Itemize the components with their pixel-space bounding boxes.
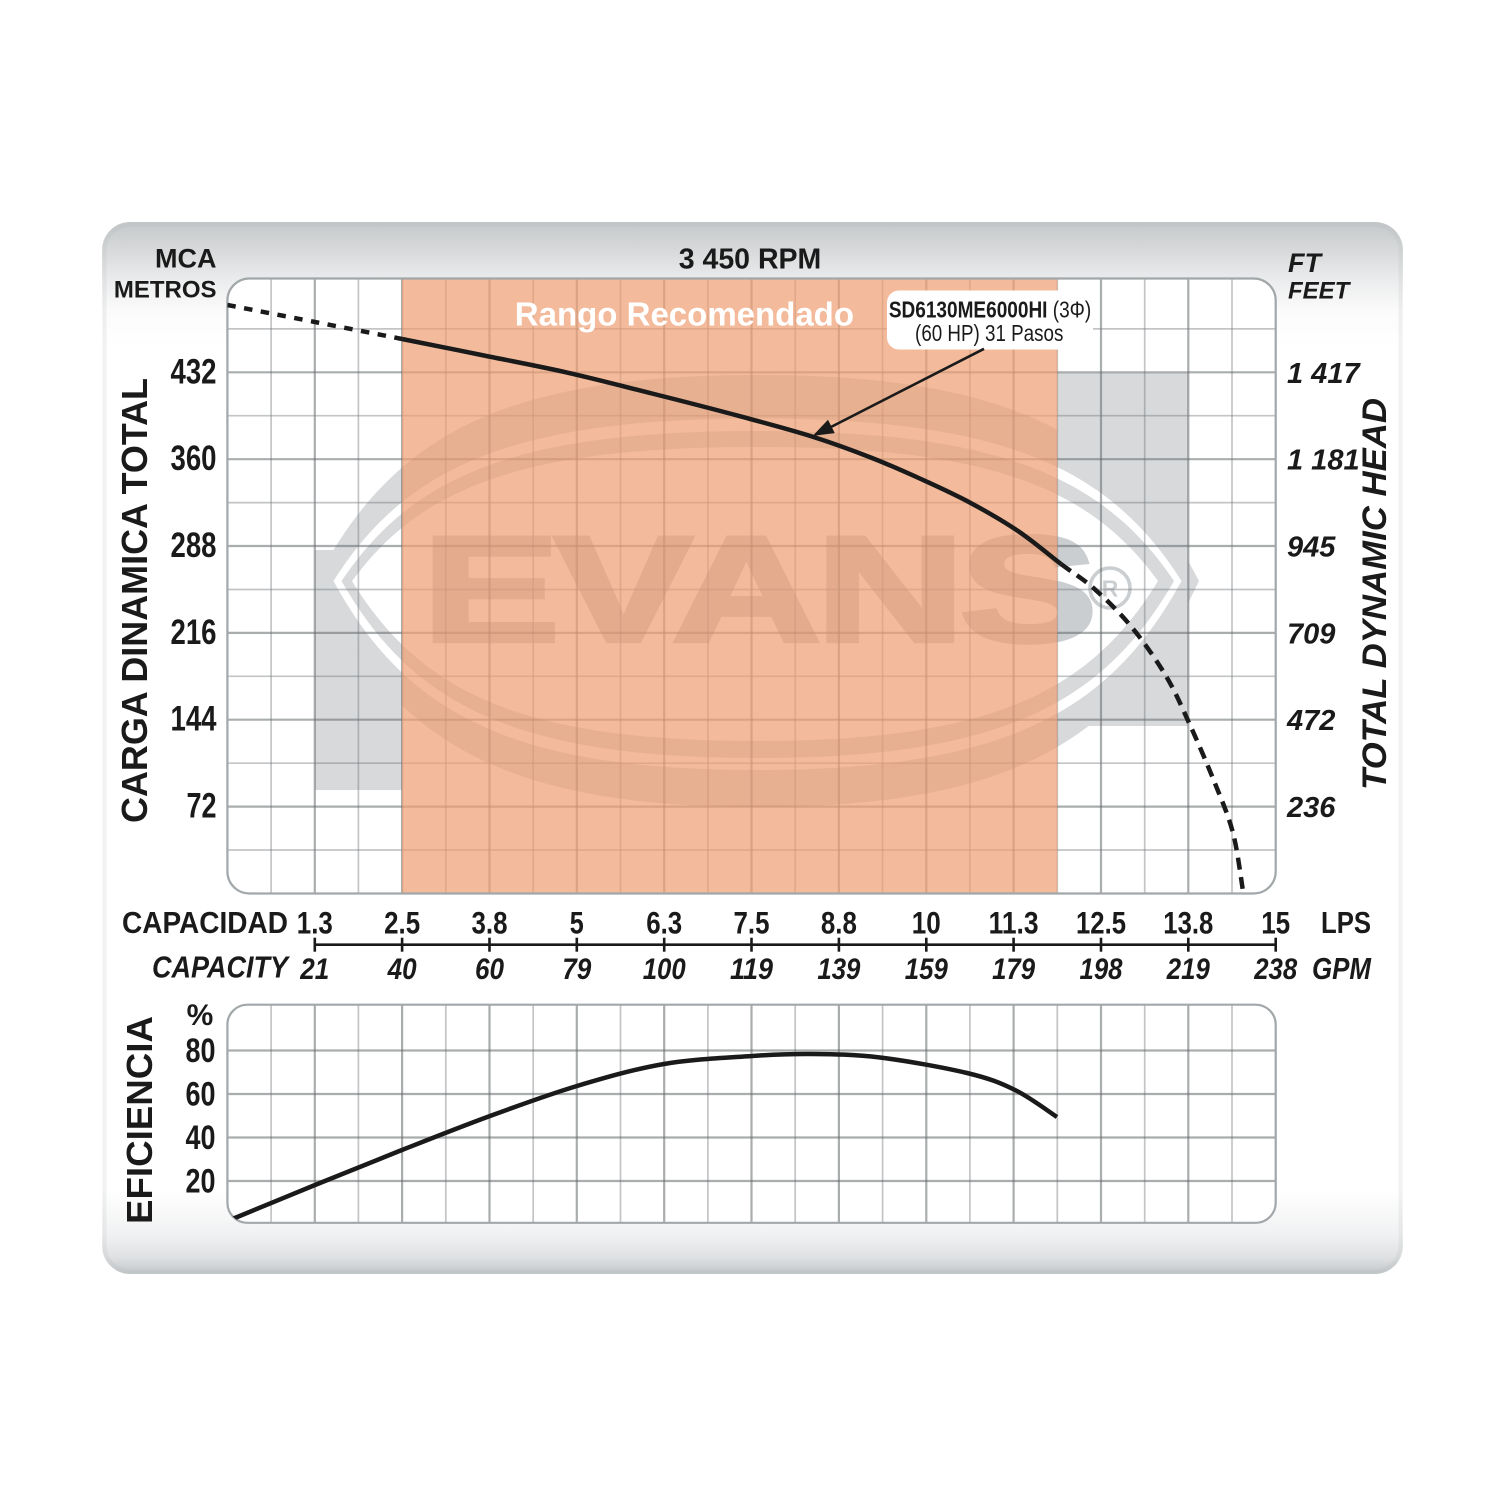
svg-text:139: 139 <box>817 953 860 986</box>
svg-text:1.3: 1.3 <box>297 905 333 941</box>
svg-text:40: 40 <box>387 953 417 986</box>
svg-text:238: 238 <box>1253 953 1297 986</box>
svg-text:METROS: METROS <box>114 277 217 304</box>
svg-text:10: 10 <box>912 905 941 941</box>
svg-text:119: 119 <box>730 953 773 986</box>
svg-text:144: 144 <box>171 700 217 739</box>
svg-text:20: 20 <box>186 1163 216 1201</box>
svg-text:SD6130ME6000HI (3Φ): SD6130ME6000HI (3Φ) <box>889 297 1091 323</box>
svg-text:432: 432 <box>171 352 217 391</box>
svg-text:3 450 RPM: 3 450 RPM <box>679 244 822 276</box>
svg-text:60: 60 <box>186 1076 216 1114</box>
svg-text:(60 HP) 31 Pasos: (60 HP) 31 Pasos <box>915 320 1063 347</box>
svg-text:236: 236 <box>1286 792 1336 824</box>
svg-text:360: 360 <box>171 439 217 478</box>
svg-text:945: 945 <box>1287 532 1336 564</box>
svg-text:CAPACIDAD: CAPACIDAD <box>122 906 288 940</box>
svg-text:72: 72 <box>187 787 217 826</box>
svg-text:159: 159 <box>905 953 948 986</box>
svg-text:3.8: 3.8 <box>472 905 508 941</box>
svg-text:FEET: FEET <box>1288 278 1352 305</box>
svg-text:CAPACITY: CAPACITY <box>152 951 290 985</box>
svg-text:Rango Recomendado: Rango Recomendado <box>515 296 854 333</box>
svg-text:40: 40 <box>186 1119 216 1157</box>
svg-text:CARGA DINAMICA TOTAL: CARGA DINAMICA TOTAL <box>114 378 155 823</box>
svg-text:21: 21 <box>299 953 329 986</box>
svg-text:FT: FT <box>1288 248 1323 278</box>
svg-text:%: % <box>187 999 214 1032</box>
svg-text:219: 219 <box>1166 953 1210 986</box>
svg-text:80: 80 <box>186 1032 216 1070</box>
svg-text:R: R <box>1102 576 1119 602</box>
svg-text:GPM: GPM <box>1312 952 1371 986</box>
svg-text:11.3: 11.3 <box>989 905 1039 941</box>
svg-text:709: 709 <box>1287 618 1335 650</box>
svg-text:1 417: 1 417 <box>1287 358 1361 390</box>
svg-text:79: 79 <box>562 953 591 986</box>
svg-text:EFICIENCIA: EFICIENCIA <box>119 1016 160 1224</box>
svg-text:100: 100 <box>643 953 686 986</box>
svg-text:7.5: 7.5 <box>734 905 770 941</box>
svg-text:8.8: 8.8 <box>821 905 857 941</box>
svg-text:1 181: 1 181 <box>1287 445 1360 477</box>
svg-text:288: 288 <box>171 526 217 565</box>
svg-text:6.3: 6.3 <box>646 905 682 941</box>
svg-text:12.5: 12.5 <box>1076 905 1126 941</box>
svg-text:472: 472 <box>1286 705 1335 737</box>
svg-text:198: 198 <box>1080 953 1123 986</box>
svg-text:13.8: 13.8 <box>1163 905 1213 941</box>
svg-text:216: 216 <box>171 613 217 652</box>
svg-text:2.5: 2.5 <box>384 905 420 941</box>
svg-text:5: 5 <box>570 905 584 941</box>
svg-text:15: 15 <box>1261 905 1290 941</box>
svg-text:TOTAL DYNAMIC HEAD: TOTAL DYNAMIC HEAD <box>1356 398 1394 790</box>
svg-text:LPS: LPS <box>1321 906 1371 940</box>
svg-text:179: 179 <box>992 953 1035 986</box>
svg-text:MCA: MCA <box>155 244 217 274</box>
svg-text:60: 60 <box>475 953 504 986</box>
